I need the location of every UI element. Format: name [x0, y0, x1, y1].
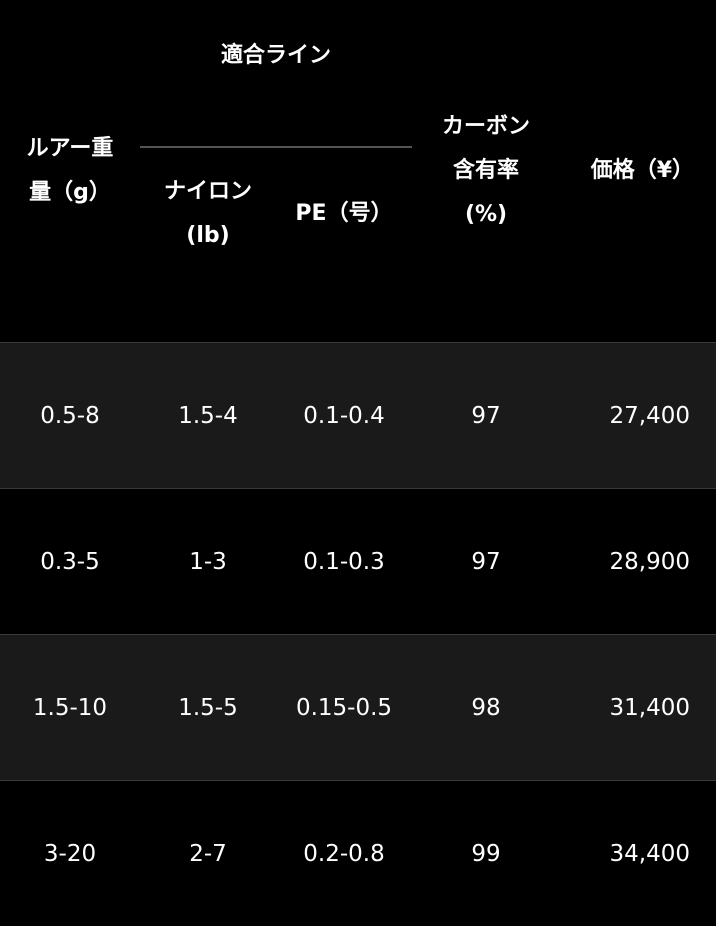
- cell-price: 28,900: [560, 489, 716, 635]
- cell-pe: 0.15-0.5: [276, 635, 412, 781]
- cell-carbon: 97: [412, 489, 560, 635]
- header-text: ルアー重: [0, 127, 140, 171]
- cell-nylon: 1.5-4: [140, 343, 276, 489]
- header-line-group: 適合ライン: [140, 0, 412, 147]
- cell-pe: 0.1-0.4: [276, 343, 412, 489]
- header-text: (lb): [140, 214, 276, 258]
- header-pe: PE（号）: [276, 147, 412, 343]
- cell-price: 34,400: [560, 781, 716, 926]
- cell-pe: 0.1-0.3: [276, 489, 412, 635]
- cell-carbon: 97: [412, 343, 560, 489]
- header-text: 量（g）: [0, 171, 140, 215]
- header-nylon: ナイロン (lb): [140, 147, 276, 343]
- cell-nylon: 1-3: [140, 489, 276, 635]
- header-lure-weight: ルアー重 量（g）: [0, 0, 140, 343]
- cell-carbon: 99: [412, 781, 560, 926]
- header-text: ナイロン: [140, 170, 276, 214]
- cell-lure-weight: 3-20: [0, 781, 140, 926]
- cell-price: 31,400: [560, 635, 716, 781]
- cell-lure-weight: 0.5-8: [0, 343, 140, 489]
- cell-lure-weight: 1.5-10: [0, 635, 140, 781]
- cell-carbon: 98: [412, 635, 560, 781]
- header-text: カーボン: [412, 105, 560, 149]
- cell-nylon: 1.5-5: [140, 635, 276, 781]
- header-price: 価格（¥）: [560, 0, 716, 343]
- cell-lure-weight: 0.3-5: [0, 489, 140, 635]
- table-header: ルアー重 量（g） 適合ライン カーボン 含有率 (%) 価格（¥） ナイロン …: [0, 0, 716, 343]
- cell-price: 27,400: [560, 343, 716, 489]
- header-carbon: カーボン 含有率 (%): [412, 0, 560, 343]
- header-text: (%): [412, 193, 560, 237]
- cell-nylon: 2-7: [140, 781, 276, 926]
- header-text: 含有率: [412, 149, 560, 193]
- cell-pe: 0.2-0.8: [276, 781, 412, 926]
